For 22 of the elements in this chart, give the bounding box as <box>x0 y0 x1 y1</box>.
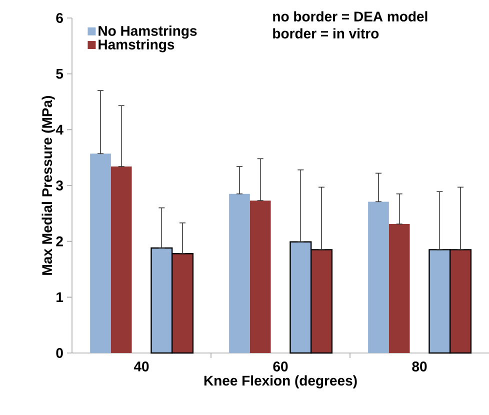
x-axis-title: Knee Flexion (degrees) <box>204 375 357 388</box>
bar <box>90 154 111 353</box>
y-tick-label: 3 <box>56 180 63 190</box>
y-tick-label: 5 <box>56 68 64 79</box>
y-tick-label: 2 <box>56 236 63 246</box>
x-tick-label: 80 <box>412 362 427 372</box>
x-tick-label: 40 <box>134 362 149 372</box>
x-tick-label: 60 <box>273 362 288 372</box>
legend-label: No Hamstrings <box>98 26 197 39</box>
annotation: no border = DEA model <box>273 11 428 22</box>
bar <box>368 202 389 353</box>
y-tick-label: 1 <box>56 292 64 302</box>
annotation: border = in vitro <box>273 28 379 38</box>
y-axis-title: Max Medial Pressure (MPa) <box>42 96 55 275</box>
y-tick-label: 4 <box>56 124 64 134</box>
bar <box>388 224 410 353</box>
y-tick-label: 6 <box>56 13 63 23</box>
legend-label: Hamstrings <box>98 39 174 52</box>
bar <box>250 200 271 353</box>
y-tick-label: 0 <box>56 348 63 358</box>
bar <box>110 166 132 353</box>
bar <box>229 194 250 353</box>
